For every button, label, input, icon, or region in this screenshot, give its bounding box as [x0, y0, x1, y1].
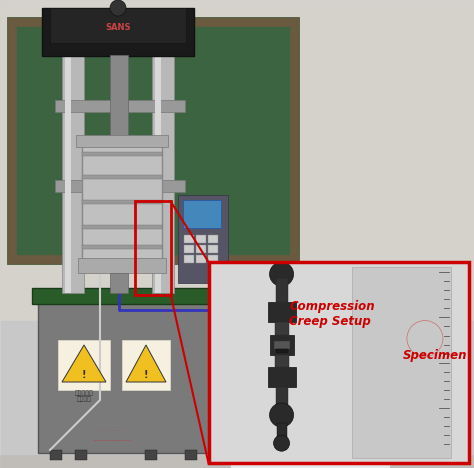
Bar [196, 235, 206, 243]
Bar [352, 267, 451, 458]
Bar [135, 201, 171, 295]
Circle shape [273, 435, 290, 451]
Bar [82, 245, 162, 249]
Bar [209, 262, 469, 463]
Text: Specimen: Specimen [403, 349, 467, 362]
Bar [50, 450, 62, 460]
Bar [8, 255, 298, 263]
Bar [185, 288, 465, 294]
Polygon shape [126, 345, 166, 382]
Bar [0, 455, 474, 468]
Bar [273, 341, 290, 349]
Circle shape [309, 355, 315, 361]
Bar [0, 0, 474, 320]
Bar [110, 55, 128, 143]
Bar [122, 340, 170, 390]
Circle shape [254, 325, 260, 331]
Bar [8, 18, 298, 263]
Bar [32, 288, 229, 304]
Bar [240, 295, 320, 355]
Bar [208, 255, 218, 263]
Bar [274, 322, 289, 335]
Bar [62, 55, 84, 293]
Bar [185, 450, 197, 460]
Bar [75, 450, 87, 460]
Bar [76, 135, 168, 147]
Bar [270, 320, 288, 335]
Circle shape [455, 315, 465, 325]
Bar [184, 245, 194, 253]
Bar [208, 245, 218, 253]
Text: !: ! [144, 370, 148, 380]
Bar [82, 140, 162, 260]
Text: - ··· -·· ··· ·: - ··· -·· ··· · [99, 427, 126, 432]
Bar [155, 55, 161, 293]
Bar [267, 302, 296, 322]
Bar [328, 370, 443, 382]
Bar [152, 55, 174, 293]
Bar [38, 295, 223, 453]
Bar [8, 18, 16, 263]
Bar [55, 100, 185, 112]
Bar [275, 349, 288, 353]
Bar [209, 262, 469, 463]
Text: !: ! [82, 370, 86, 380]
Text: ─────────────: ───────────── [93, 438, 131, 443]
Bar [235, 380, 385, 382]
Bar [270, 335, 293, 355]
Bar [110, 273, 128, 293]
Bar [235, 355, 385, 405]
Bar [328, 293, 443, 371]
Polygon shape [62, 345, 106, 382]
Bar [274, 355, 289, 367]
Text: 严禁高温时
打开炉门: 严禁高温时 打开炉门 [74, 390, 93, 402]
Bar [276, 423, 287, 439]
Bar [275, 278, 288, 302]
Bar [451, 340, 466, 346]
Bar [8, 18, 298, 26]
Bar [78, 258, 166, 273]
Bar [184, 255, 194, 263]
Bar [235, 412, 385, 462]
Bar [82, 200, 162, 204]
Bar [275, 387, 288, 411]
Bar [183, 200, 221, 228]
Bar [267, 367, 296, 387]
Bar [208, 235, 218, 243]
Bar [248, 320, 266, 335]
Bar [55, 180, 185, 192]
Bar [290, 18, 298, 263]
Bar [65, 55, 71, 293]
Circle shape [270, 262, 293, 286]
Circle shape [298, 325, 304, 331]
Circle shape [110, 0, 126, 16]
Bar [448, 290, 470, 385]
Bar [82, 152, 162, 156]
Bar [230, 340, 390, 468]
Bar [82, 175, 162, 179]
Bar [178, 195, 228, 283]
Bar [145, 450, 157, 460]
Bar [50, 8, 186, 43]
Bar [196, 245, 206, 253]
Bar [82, 225, 162, 229]
Circle shape [276, 325, 282, 331]
Bar [243, 298, 253, 308]
Bar [196, 255, 206, 263]
Bar [42, 8, 194, 56]
Bar [380, 290, 470, 390]
Bar [330, 372, 441, 380]
Circle shape [309, 413, 315, 419]
Circle shape [270, 403, 293, 427]
Bar [184, 235, 194, 243]
Text: SANS: SANS [105, 23, 131, 32]
Bar [292, 320, 310, 335]
Bar [332, 296, 439, 366]
Bar [243, 298, 317, 318]
Text: Compression
Creep Setup: Compression Creep Setup [289, 300, 375, 328]
Bar [185, 290, 465, 390]
Bar [58, 340, 110, 390]
